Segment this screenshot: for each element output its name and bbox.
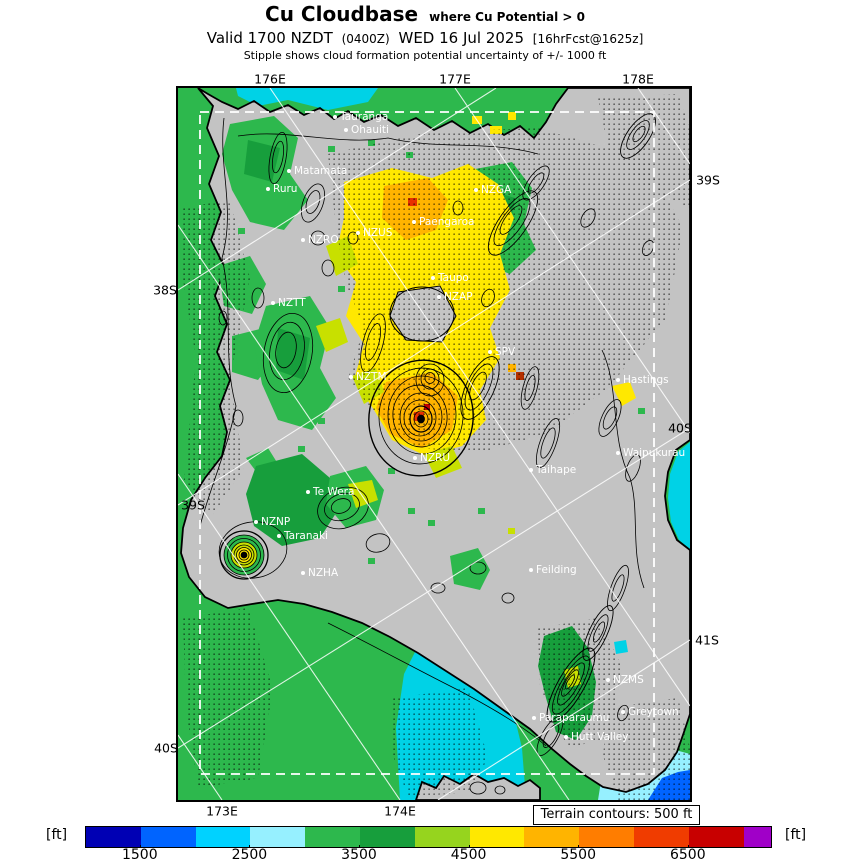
terrain-contours xyxy=(199,113,656,795)
valid-line: Valid 1700 NZDT (0400Z) WED 16 Jul 2025 … xyxy=(0,29,850,48)
forecast-tag: [16hrFcst@1625z] xyxy=(532,32,644,46)
colorbar-segment-6500 xyxy=(688,827,744,847)
colorbar-segment-7000 xyxy=(743,827,771,847)
stipple-note: Stipple shows cloud formation potential … xyxy=(243,49,607,62)
colorbar-tickmark-2500 xyxy=(249,845,251,848)
colorbar-segment-4500 xyxy=(469,827,525,847)
axis-tick-right-41s: 41S xyxy=(695,632,719,648)
unit-label-left: [ft] xyxy=(46,827,68,843)
axis-tick-top-177e: 177E xyxy=(439,71,471,87)
colorbar-tickmark-6500 xyxy=(687,845,689,848)
page-title: Cu Cloudbase xyxy=(265,2,419,26)
colorbar-tick-label-6500: 6500 xyxy=(669,847,706,863)
colorbar-segment-4000 xyxy=(414,827,470,847)
colorbar-tickmark-5500 xyxy=(578,845,580,848)
header: Cu Cloudbase where Cu Potential > 0 Vali… xyxy=(0,0,850,63)
map-canvas xyxy=(176,86,692,802)
colorbar-tickmark-4500 xyxy=(468,845,470,848)
colorbar-segment-2000 xyxy=(195,827,251,847)
colorbar-segment-2500 xyxy=(250,827,306,847)
axis-tick-bottom-174e: 174E xyxy=(384,803,416,819)
axis-tick-top-178e: 178E xyxy=(622,71,654,87)
colorbar-tick-label-4500: 4500 xyxy=(450,847,487,863)
axis-tick-bottom-173e: 173E xyxy=(206,803,238,819)
colorbar-tick-label-3500: 3500 xyxy=(341,847,377,863)
colorbar-segment-5000 xyxy=(524,827,580,847)
title-line: Cu Cloudbase where Cu Potential > 0 xyxy=(0,3,850,28)
graticule-lines xyxy=(178,88,690,800)
colorbar-tickmark-3500 xyxy=(359,845,360,848)
colorbar-segment-1000 xyxy=(86,827,141,847)
colorbar-segment-5500 xyxy=(579,827,634,847)
colorbar-tick-label-1500: 1500 xyxy=(121,847,158,863)
map-graphic xyxy=(178,88,690,800)
axis-tick-right-39s: 39S xyxy=(696,172,720,188)
colorbar-segment-1500 xyxy=(140,827,196,847)
valid-time: Valid 1700 NZDT xyxy=(206,29,333,47)
axis-tick-left-38s: 38S xyxy=(153,282,177,298)
title-qualifier: where Cu Potential > 0 xyxy=(429,10,585,24)
colorbar-tickmark-1500 xyxy=(139,845,141,848)
colorbar-segment-3000 xyxy=(305,827,360,847)
valid-zulu: (0400Z) xyxy=(341,32,390,46)
colorbar-segment-6000 xyxy=(633,827,689,847)
domain-dashed-boundary xyxy=(199,111,655,775)
stipple-overlay xyxy=(180,94,690,800)
unit-label-right: [ft] xyxy=(785,827,807,843)
axis-tick-top-176e: 176E xyxy=(254,71,286,87)
terrain-contour-note: Terrain contours: 500 ft xyxy=(533,805,700,825)
colorbar-tick-row: 1500 2500 3500 4500 5500 6500 xyxy=(85,845,770,863)
colorbar-segment-3500 xyxy=(359,827,415,847)
valid-date: WED 16 Jul 2025 xyxy=(398,29,525,47)
colorbar-tick-label-2500: 2500 xyxy=(231,847,268,863)
axis-tick-left-40s: 40S xyxy=(154,740,178,756)
colorbar-tick-label-5500: 5500 xyxy=(560,847,597,863)
colorbar xyxy=(85,826,772,848)
